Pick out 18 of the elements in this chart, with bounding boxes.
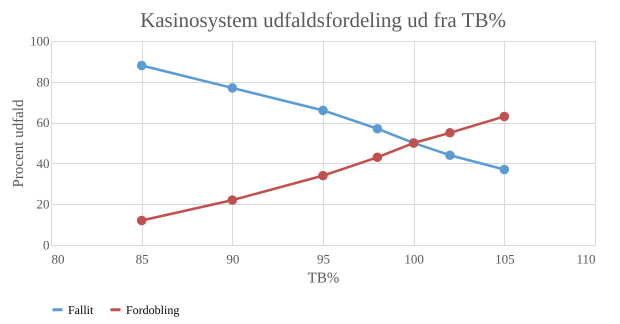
y-tick-label: 0 <box>43 238 50 252</box>
x-tick-label: 110 <box>576 252 596 266</box>
y-tick-label: 60 <box>36 115 50 130</box>
chart-title: Kasinosystem udfaldsfordeling ud fra TB% <box>140 8 506 32</box>
x-tick-label: 105 <box>495 252 515 266</box>
x-tick-label: 80 <box>52 252 64 266</box>
x-tick-label: 85 <box>136 252 149 266</box>
y-axis-title: Procent udfald <box>11 99 27 188</box>
x-tick-label: 95 <box>317 252 330 266</box>
x-tick-label: 100 <box>404 252 424 266</box>
y-tick-label: 100 <box>30 34 50 48</box>
x-axis-title: TB% <box>308 270 340 286</box>
y-tick-label: 80 <box>36 74 50 90</box>
y-tick-label: 40 <box>36 156 50 171</box>
y-tick-label: 20 <box>36 196 50 212</box>
legend-label: Fordobling <box>126 302 180 317</box>
x-tick-label: 90 <box>226 252 240 266</box>
legend-label: Fallit <box>68 302 94 317</box>
